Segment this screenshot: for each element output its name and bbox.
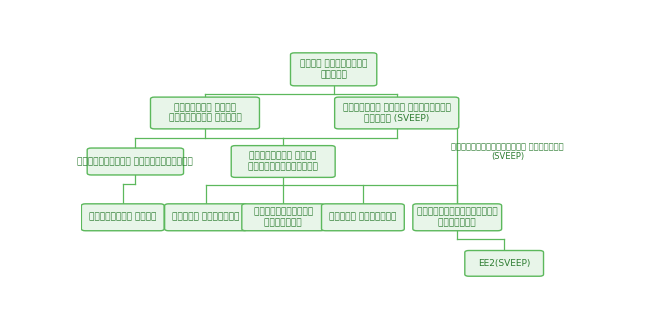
Text: എക്വിപ്പ്മെന്റ് സെക്ഷന്‍
(SVEEP): എക്വിപ്പ്മെന്റ് സെക്ഷന്‍ (SVEEP) [451,142,564,162]
Text: EE2(SVEEP): EE2(SVEEP) [478,259,531,268]
FancyBboxPatch shape [290,53,377,86]
Text: ജോയിന്റ് ചീഫ്‍
ഇലക്കറല്‍ഓഫീസർ: ജോയിന്റ് ചീഫ്‍ ഇലക്കറല്‍ഓഫീസർ [248,152,318,171]
FancyBboxPatch shape [335,97,459,129]
FancyBboxPatch shape [465,250,544,276]
Text: എക്വിപ്പ്മെന്റ്‍
സെക്ഷന്‍: എക്വിപ്പ്മെന്റ്‍ സെക്ഷന്‍ [417,208,497,227]
FancyBboxPatch shape [322,204,404,231]
FancyBboxPatch shape [231,146,335,177]
Text: ഡെപ്യൂട്ടി സെക്ക്രറ്റി: ഡെപ്യൂട്ടി സെക്ക്രറ്റി [77,157,193,166]
FancyBboxPatch shape [81,204,164,231]
Text: അഡിഷണല്‍ ചീഫ്‍ ഇലക്കറല്‍
ഓഫീസർ (SVEEP): അഡിഷണല്‍ ചീഫ്‍ ഇലക്കറല്‍ ഓഫീസർ (SVEEP) [343,103,450,123]
Text: അക്കൗണ്ട്സ്‍
സെക്ഷന്‍: അക്കൗണ്ട്സ്‍ സെക്ഷന്‍ [254,208,312,227]
Text: ജനറല്‍ സെക്ഷന്‍: ജനറല്‍ സെക്ഷന്‍ [173,213,240,222]
Text: ചീഫ് ഇലക്കറല്‍
ഓഫീസർ: ചീഫ് ഇലക്കറല്‍ ഓഫീസർ [300,60,367,79]
FancyBboxPatch shape [165,204,247,231]
FancyBboxPatch shape [150,97,260,129]
Text: അഡിഷണല്‍ ചീഫ്‍
ഇലക്കറല്‍ ഓഫീസർ: അഡിഷണല്‍ ചീഫ്‍ ഇലക്കറല്‍ ഓഫീസർ [169,103,242,123]
FancyBboxPatch shape [413,204,502,231]
Text: കംപ്യൂടർ സെല്‍: കംപ്യൂടർ സെല്‍ [89,213,156,222]
FancyBboxPatch shape [87,148,184,175]
Text: ഓഫീസ്‍ സെക്ഷന്‍: ഓഫീസ്‍ സെക്ഷന്‍ [329,213,396,222]
FancyBboxPatch shape [242,204,325,231]
